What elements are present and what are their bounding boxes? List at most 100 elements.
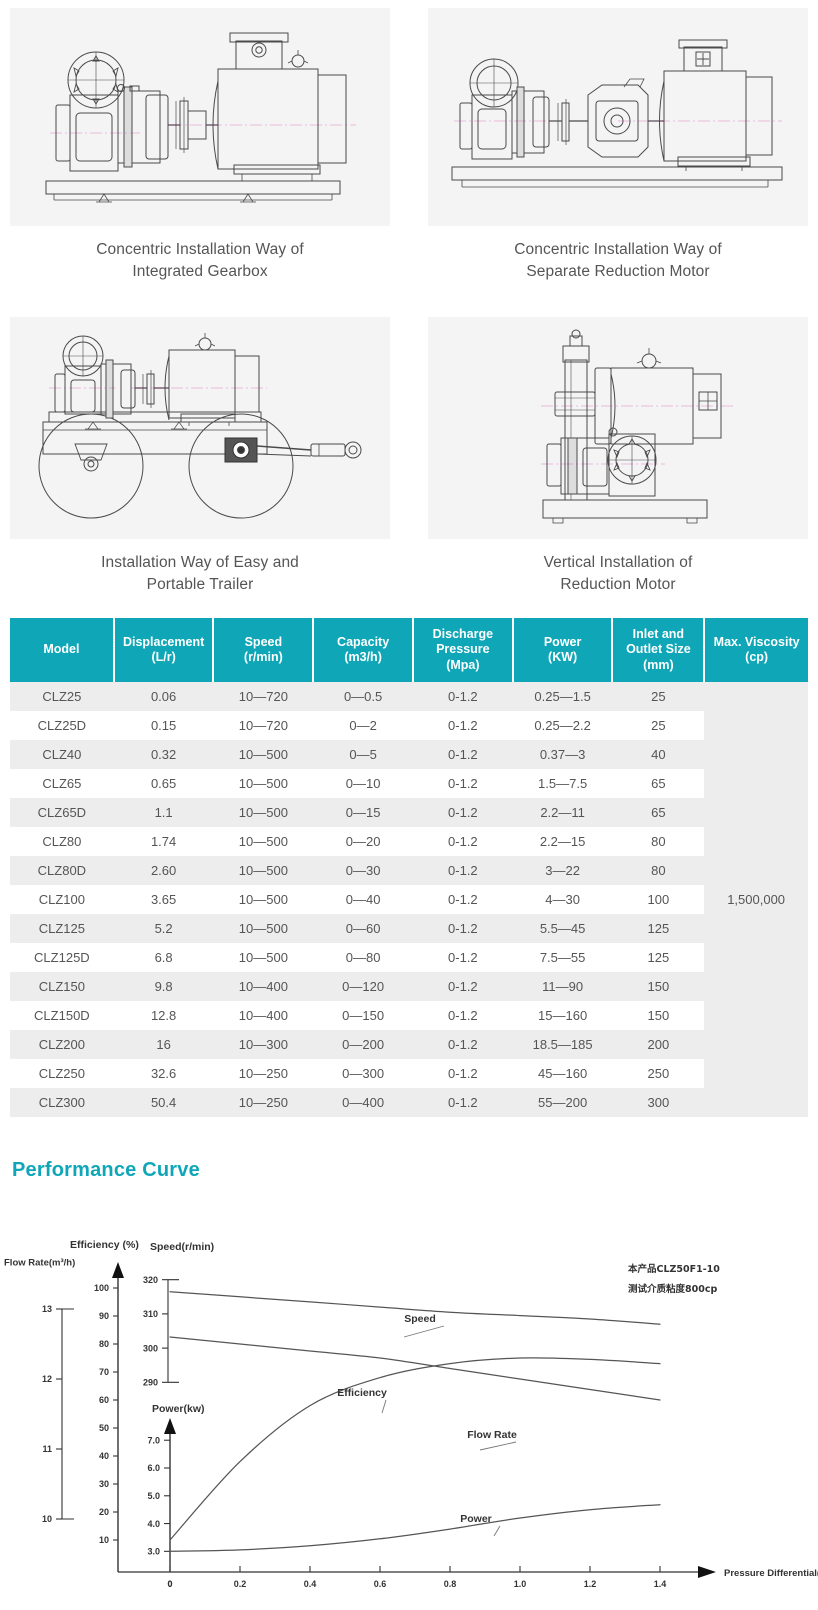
power-tick-label: 4.0 (147, 1519, 160, 1529)
power-tick-label: 7.0 (147, 1435, 160, 1445)
x-tick-label: 0.4 (304, 1579, 317, 1589)
cell-discharge: 0-1.2 (412, 797, 513, 827)
cell-model: CLZ65D (10, 797, 114, 827)
cell-capacity: 0—60 (313, 913, 413, 943)
product-cell-portable-trailer: Installation Way of Easy and Portable Tr… (10, 317, 390, 596)
product-cell-integrated-gearbox: Concentric Installation Way of Integrate… (10, 8, 390, 283)
cell-power: 7.5—55 (512, 942, 613, 972)
table-row: CLZ65 0.65 10—500 0—10 0-1.2 1.5—7.5 65 (10, 768, 808, 798)
cell-discharge: 0-1.2 (412, 826, 513, 856)
cell-inlet: 65 (612, 768, 705, 798)
efficiency-tick-label: 50 (99, 1423, 109, 1433)
cell-power: 0.25—1.5 (512, 681, 613, 711)
cell-inlet: 65 (612, 797, 705, 827)
cell-discharge: 0-1.2 (412, 739, 513, 769)
th-max-viscosity: Max. Viscosity (cp) (704, 618, 808, 682)
curve-efficiency (169, 1356, 661, 1541)
efficiency-tick-label: 90 (99, 1311, 109, 1321)
speed-bracket (167, 1278, 179, 1383)
cell-model: CLZ125D (10, 942, 114, 972)
cell-capacity: 0—5 (313, 739, 413, 769)
cell-speed: 10—500 (213, 913, 314, 943)
power-tick-label: 3.0 (147, 1546, 160, 1556)
cell-speed: 10—250 (213, 1058, 314, 1088)
figure-horizontal-pump-separate-reduction-motor (428, 8, 808, 226)
figure-horizontal-pump-integrated-gearbox (10, 8, 390, 226)
curve-flow-rate (169, 1336, 661, 1401)
cell-power: 15—160 (512, 1000, 613, 1030)
flow-rate-bracket (61, 1308, 74, 1520)
cell-discharge: 0-1.2 (412, 710, 513, 740)
speed-tick-label: 300 (143, 1343, 158, 1353)
table-header-row: Model Displacement (L/r) Speed (r/min) Cap… (10, 618, 808, 682)
cell-displacement: 50.4 (113, 1087, 214, 1117)
table-row: CLZ100 3.65 10—500 0—40 0-1.2 4—30 100 (10, 884, 808, 914)
cell-capacity: 0—0.5 (313, 681, 413, 711)
table-row: CLZ80D 2.60 10—500 0—30 0-1.2 3—22 80 (10, 855, 808, 885)
cell-displacement: 6.8 (113, 942, 214, 972)
cell-speed: 10—720 (213, 681, 314, 711)
efficiency-tick-label: 100 (94, 1283, 109, 1293)
product-caption: Concentric Installation Way of Integrate… (10, 226, 390, 283)
figure-trailer-mounted-pump (10, 317, 390, 539)
table-row: CLZ150D 12.8 10—400 0—150 0-1.2 15—160 150 (10, 1000, 808, 1030)
cell-model: CLZ65 (10, 768, 114, 798)
origin-label: 0 (167, 1579, 172, 1589)
flow-rate-tick-label: 10 (42, 1514, 52, 1524)
caption-line-2: Integrated Gearbox (132, 263, 268, 280)
cell-displacement: 5.2 (113, 913, 214, 943)
cell-model: CLZ80 (10, 826, 114, 856)
x-tick-label: 0.6 (374, 1579, 387, 1589)
curve-label-speed: Speed (404, 1313, 436, 1325)
cell-capacity: 0—150 (313, 1000, 413, 1030)
th-model: Model (10, 618, 115, 682)
cell-speed: 10—500 (213, 826, 314, 856)
cell-capacity: 0—400 (313, 1087, 413, 1117)
cell-discharge: 0-1.2 (412, 681, 513, 711)
table-row: CLZ250 32.6 10—250 0—300 0-1.2 45—160 250 (10, 1058, 808, 1088)
product-figure-grid: Concentric Installation Way of Integrate… (0, 0, 818, 596)
table-row: CLZ125 5.2 10—500 0—60 0-1.2 5.5—45 125 (10, 913, 808, 943)
cell-speed: 10—500 (213, 855, 314, 885)
flow-rate-tick-label: 13 (42, 1304, 52, 1314)
cell-power: 3—22 (512, 855, 613, 885)
efficiency-tick-label: 20 (99, 1507, 109, 1517)
efficiency-axis-title: Efficiency (%) (70, 1239, 139, 1251)
cell-speed: 10—720 (213, 710, 314, 740)
x-axis-arrow (698, 1565, 716, 1578)
performance-curve-chart: Efficiency (%) 10 20 30 40 50 60 70 80 90 100 Flow … (0, 1182, 818, 1610)
cell-displacement: 12.8 (113, 1000, 214, 1030)
x-tick-label: 1.0 (514, 1579, 527, 1589)
x-tick-label: 1.2 (584, 1579, 597, 1589)
curve-label-flow-rate: Flow Rate (467, 1429, 517, 1441)
cell-power: 18.5—185 (512, 1029, 613, 1059)
caption-line-1: Concentric Installation Way of (514, 241, 722, 258)
curve-label-leader (479, 1441, 517, 1451)
cell-displacement: 1.74 (113, 826, 214, 856)
flow-rate-tick-label: 12 (42, 1374, 52, 1384)
th-displacement: Displacement (L/r) (113, 618, 215, 682)
x-tick-label: 0 (167, 1579, 172, 1589)
specification-table: Model Displacement (L/r) Speed (r/min) Cap… (10, 618, 808, 1117)
cell-displacement: 2.60 (113, 855, 214, 885)
cell-inlet: 25 (612, 710, 705, 740)
cell-capacity: 0—300 (313, 1058, 413, 1088)
cell-discharge: 0-1.2 (412, 942, 513, 972)
speed-tick-label: 290 (143, 1377, 158, 1387)
curve-label-leader (381, 1399, 387, 1413)
curve-label-leader (403, 1325, 445, 1338)
cell-model: CLZ150D (10, 1000, 114, 1030)
cell-speed: 10—300 (213, 1029, 314, 1059)
cell-power: 0.25—2.2 (512, 710, 613, 740)
table-row: CLZ80 1.74 10—500 0—20 0-1.2 2.2—15 80 (10, 826, 808, 856)
cell-inlet: 80 (612, 826, 705, 856)
th-speed: Speed (r/min) (213, 618, 315, 682)
cell-model: CLZ200 (10, 1029, 114, 1059)
product-cell-separate-reduction-motor: Concentric Installation Way of Separate … (428, 8, 808, 283)
cell-power: 2.2—15 (512, 826, 613, 856)
cell-capacity: 0—20 (313, 826, 413, 856)
caption-line-1: Concentric Installation Way of (96, 241, 304, 258)
cell-capacity: 0—200 (313, 1029, 413, 1059)
chart-note-line-2: 测试介质粘度800cp (628, 1283, 717, 1295)
